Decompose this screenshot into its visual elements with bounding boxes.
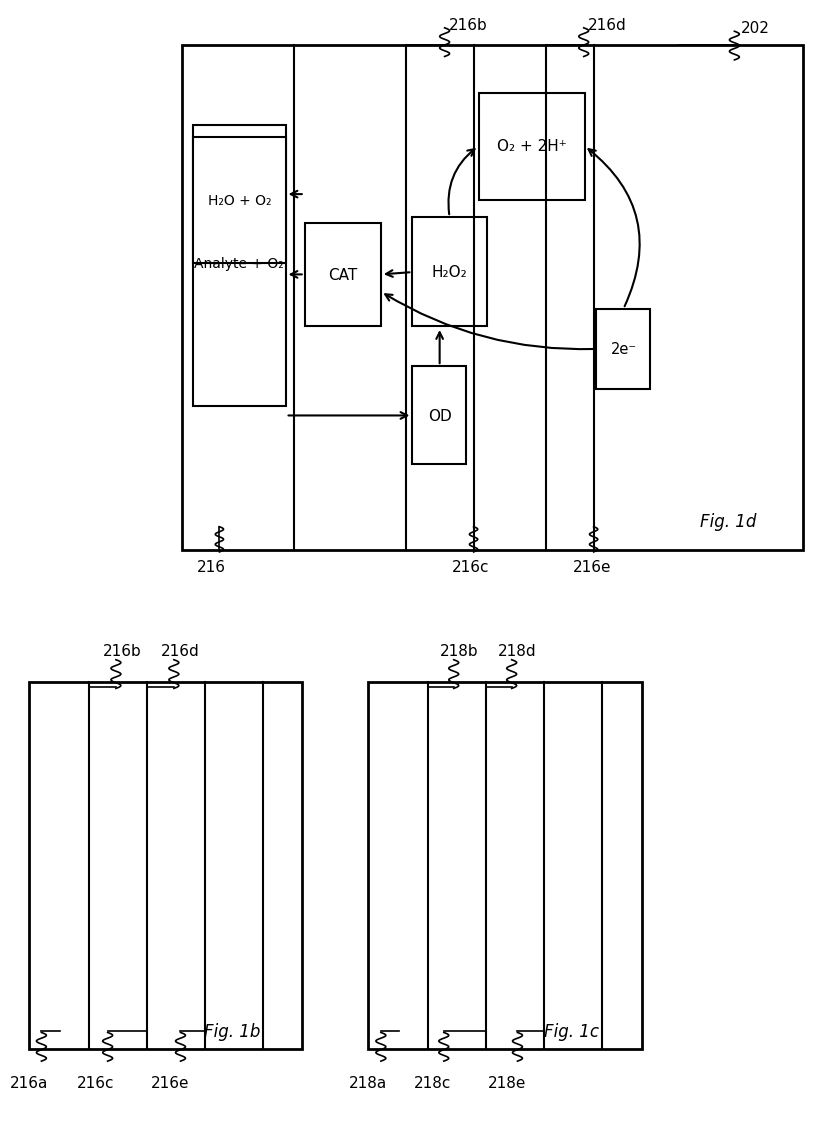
Text: H₂O + O₂: H₂O + O₂ [208,194,270,207]
Text: 216a: 216a [10,1075,48,1090]
Text: 216b: 216b [103,644,141,659]
Text: O₂ + 2H⁺: O₂ + 2H⁺ [496,139,566,155]
FancyBboxPatch shape [412,367,466,464]
Text: Fig. 1d: Fig. 1d [700,512,756,531]
Text: 216d: 216d [587,17,626,33]
Text: 216d: 216d [161,644,199,659]
Text: 218b: 218b [440,644,478,659]
FancyBboxPatch shape [304,223,380,327]
Text: Fig. 1b: Fig. 1b [203,1022,260,1041]
Text: 218c: 218c [413,1075,451,1090]
FancyBboxPatch shape [182,46,802,550]
Text: 216c: 216c [76,1075,114,1090]
Text: Analyte + O₂: Analyte + O₂ [194,257,284,270]
Text: 218d: 218d [498,644,536,659]
Text: 218a: 218a [349,1075,387,1090]
Text: Fig. 1c: Fig. 1c [543,1022,598,1041]
Text: 218e: 218e [487,1075,525,1090]
Text: 202: 202 [740,21,769,37]
FancyBboxPatch shape [478,94,584,201]
FancyBboxPatch shape [595,309,649,390]
FancyBboxPatch shape [29,682,302,1049]
FancyBboxPatch shape [193,138,285,264]
Text: CAT: CAT [327,267,357,283]
Text: 216c: 216c [451,559,489,575]
Text: 216: 216 [196,559,226,575]
Text: 216b: 216b [448,17,487,33]
Text: 216e: 216e [572,559,610,575]
Text: 216e: 216e [151,1075,189,1090]
FancyBboxPatch shape [412,218,486,327]
Text: 2e⁻: 2e⁻ [609,342,636,358]
Text: H₂O₂: H₂O₂ [431,265,467,281]
FancyBboxPatch shape [368,682,641,1049]
Text: OD: OD [428,408,451,424]
FancyBboxPatch shape [193,126,285,407]
